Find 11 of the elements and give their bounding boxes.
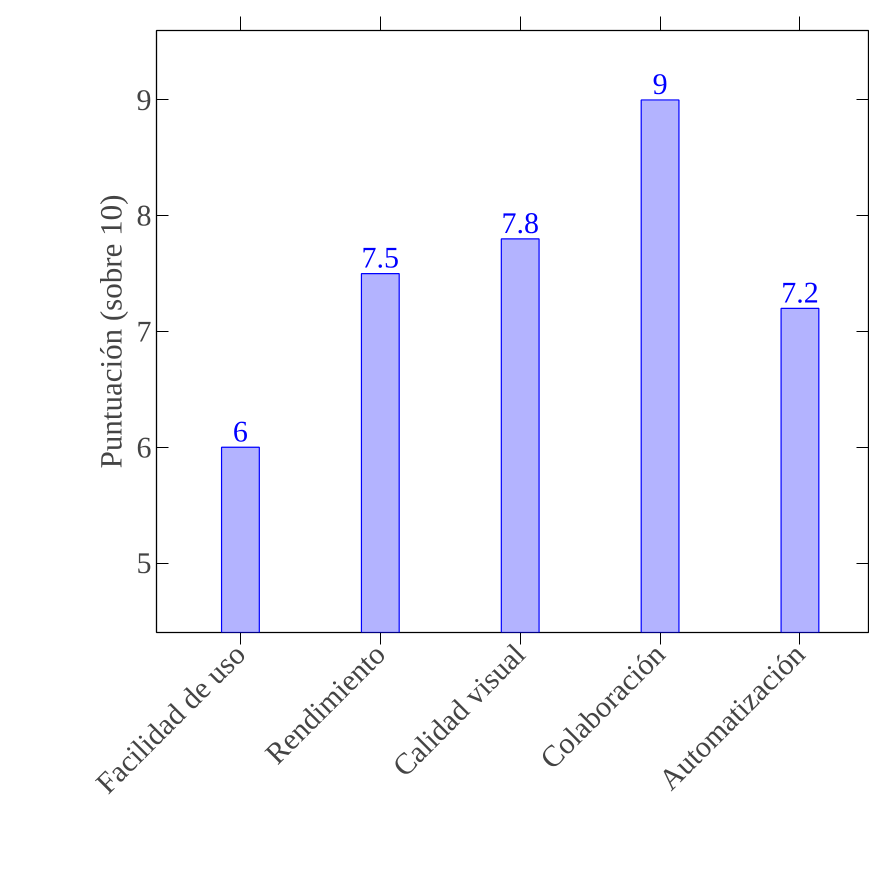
data-label: 7.5 [362, 242, 400, 275]
data-label: 6 [232, 415, 248, 448]
y-axis-title: Puntuación (sobre 10) [94, 194, 128, 468]
data-label: 7.8 [501, 206, 539, 240]
y-tick-label: 8 [136, 200, 152, 233]
y-tick-label: 9 [136, 84, 152, 117]
y-tick-label: 6 [136, 431, 152, 464]
y-tick-label: 7 [136, 316, 152, 348]
data-label: 7.2 [781, 276, 819, 310]
data-label: 9 [652, 68, 668, 101]
y-tick-label: 5 [136, 547, 152, 580]
